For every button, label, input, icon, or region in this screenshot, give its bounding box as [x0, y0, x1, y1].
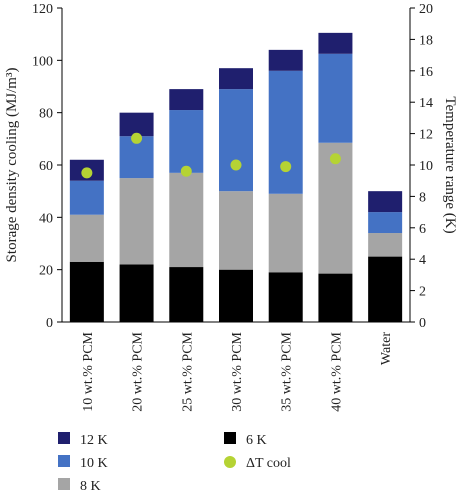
delta-t-point-5: [329, 153, 341, 165]
y2-tick-label-3: 6: [419, 222, 426, 237]
bar-segment-6k-5: [318, 273, 353, 322]
category-label-3: 30 wt.% PCM: [230, 331, 245, 411]
legend-swatch-6k: [224, 432, 236, 444]
bar-segment-10k-4: [268, 70, 303, 194]
delta-t-overlay-group: [81, 132, 341, 179]
bar-segment-10k-5: [318, 53, 353, 143]
bar-segment-10k-6: [368, 212, 403, 234]
y2-tick-label-4: 8: [419, 190, 426, 205]
bar-segment-8k-4: [268, 193, 303, 273]
y2-tick-label-7: 14: [419, 96, 433, 111]
category-label-6: Water: [379, 332, 394, 365]
bar-segment-12k-4: [268, 49, 303, 71]
delta-t-point-0: [81, 167, 93, 179]
legend: 12 K 6 K 10 K ΔT cool 8 K: [58, 432, 291, 494]
y2-axis-title: Temperature range (K): [442, 96, 456, 233]
bar-segment-8k-2: [169, 172, 204, 268]
bar-segment-8k-5: [318, 142, 353, 274]
bar-segment-6k-1: [119, 264, 154, 322]
delta-t-point-2: [180, 165, 192, 177]
y2-tick-label-6: 12: [419, 128, 433, 143]
bar-segment-12k-1: [119, 112, 154, 137]
delta-t-point-1: [131, 132, 143, 144]
legend-label-10k: 10 K: [80, 456, 108, 471]
legend-swatch-tcool: [224, 456, 236, 468]
legend-label-6k: 6 K: [246, 433, 267, 448]
delta-t-point-3: [230, 159, 242, 171]
category-label-5: 40 wt.% PCM: [329, 331, 344, 411]
delta-t-point-4: [280, 161, 292, 173]
bar-segment-8k-3: [219, 191, 253, 270]
y-tick-label-4: 80: [39, 107, 53, 122]
bar-segment-10k-2: [169, 110, 204, 173]
legend-label-tcool: ΔT cool: [246, 456, 291, 471]
bar-series-group: [69, 32, 403, 322]
bar-segment-12k-5: [318, 32, 353, 54]
bar-segment-6k-2: [169, 267, 204, 322]
y2-tick-label-1: 2: [419, 285, 426, 300]
y-tick-label-2: 40: [39, 211, 53, 226]
y2-tick-label-9: 18: [419, 33, 433, 48]
bar-segment-6k-4: [268, 272, 303, 322]
bar-segment-12k-3: [219, 68, 253, 90]
category-label-2: 25 wt.% PCM: [180, 331, 195, 411]
bar-segment-8k-6: [368, 233, 403, 257]
y-tick-label-5: 100: [32, 54, 53, 69]
bar-segment-10k-0: [69, 180, 104, 215]
y2-tick-label-10: 20: [419, 2, 433, 17]
y-tick-label-6: 120: [32, 2, 53, 17]
bar-segment-12k-2: [169, 89, 204, 111]
axes-group: 10 wt.% PCM 20 wt.% PCM 25 wt.% PCM 30 wt.%…: [4, 2, 456, 412]
y2-tick-label-0: 0: [419, 316, 426, 331]
y2-tick-label-2: 4: [419, 253, 426, 268]
bar-segment-6k-0: [69, 261, 104, 322]
legend-label-8k: 8 K: [80, 479, 101, 494]
y-tick-label-0: 0: [46, 316, 53, 331]
legend-swatch-12k: [58, 432, 70, 444]
y-tick-label-1: 20: [39, 264, 53, 279]
y-tick-label-3: 60: [39, 159, 53, 174]
legend-swatch-10k: [58, 455, 70, 467]
bar-segment-8k-1: [119, 178, 154, 265]
y2-tick-label-8: 16: [419, 65, 433, 80]
y2-tick-label-5: 10: [419, 159, 433, 174]
category-label-4: 35 wt.% PCM: [280, 331, 295, 411]
category-label-0: 10 wt.% PCM: [81, 331, 96, 411]
y-axis-title: Storage density cooling (MJ/m³): [4, 68, 20, 263]
legend-swatch-8k: [58, 478, 70, 490]
bar-segment-10k-3: [219, 89, 253, 192]
bar-segment-6k-6: [368, 256, 403, 322]
bar-segment-6k-3: [219, 269, 253, 322]
bar-segment-8k-0: [69, 214, 104, 262]
legend-label-12k: 12 K: [80, 433, 108, 448]
category-label-1: 20 wt.% PCM: [131, 331, 146, 411]
bar-segment-12k-6: [368, 191, 403, 213]
